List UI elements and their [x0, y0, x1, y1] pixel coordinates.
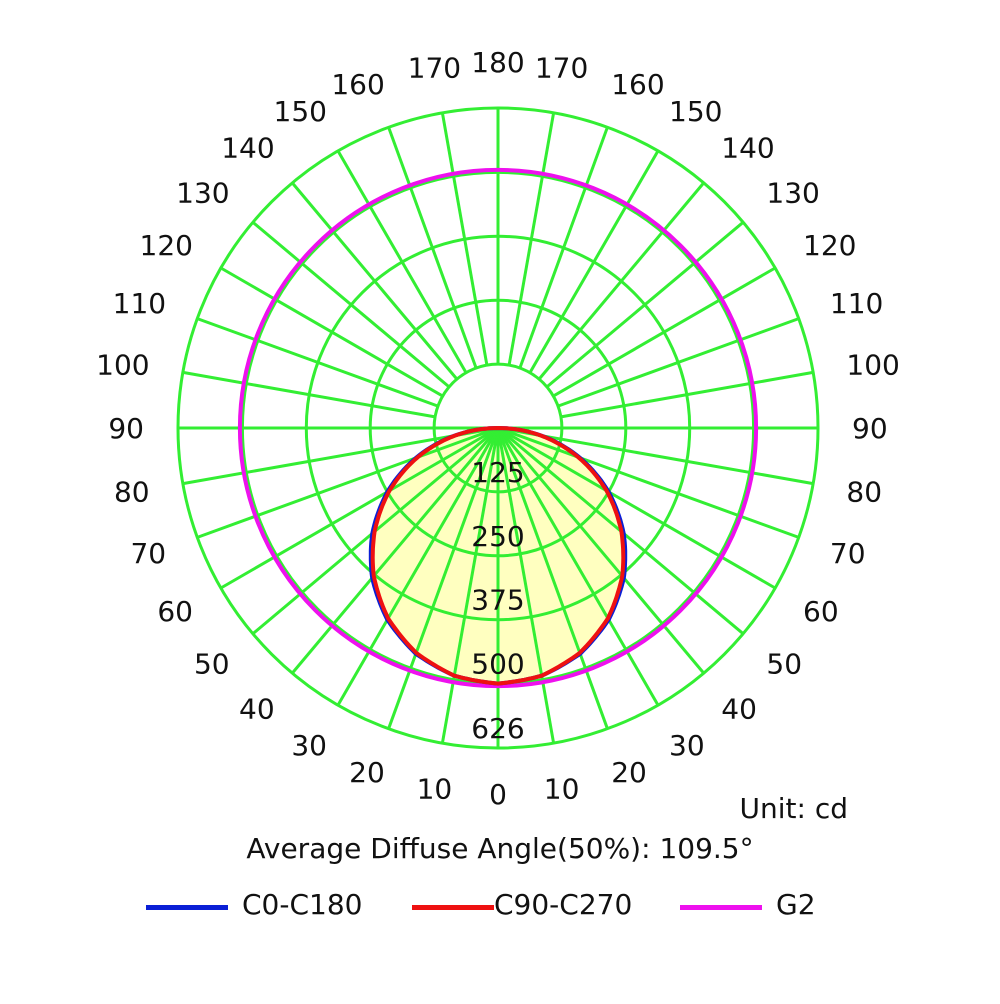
angle-label-right-90: 90 [852, 412, 888, 445]
grid-spoke-140-right [537, 181, 705, 381]
grid-spoke-60-right [497, 426, 776, 590]
grid-spoke-140-left [291, 181, 459, 381]
angle-label-bottom: 0 [489, 778, 507, 811]
grid-spoke-100-right [560, 370, 814, 419]
angle-label-left-150: 150 [274, 95, 327, 128]
angle-label-left-110: 110 [113, 287, 166, 320]
grid-spoke-100-left [182, 370, 436, 419]
grid-spoke-60-left [220, 426, 499, 590]
unit-label: Unit: cd [739, 792, 849, 825]
grid-spoke-120-right [552, 266, 776, 398]
radial-tick-label-626: 626 [471, 712, 524, 745]
grid-spoke-30-left [336, 427, 500, 706]
angle-label-left-40: 40 [239, 692, 275, 725]
grid-spoke-10-left [440, 427, 500, 744]
grid-spoke-70-left [196, 426, 499, 539]
angle-label-left-70: 70 [130, 537, 166, 570]
angle-label-left-130: 130 [176, 177, 229, 210]
grid-spoke-170-left [440, 112, 489, 366]
radial-tick-label-500: 500 [471, 648, 524, 681]
radial-tick-label-125: 125 [471, 456, 524, 489]
grid-spoke-160-left [387, 126, 478, 369]
angle-label-left-90: 90 [108, 412, 144, 445]
angle-label-left-60: 60 [157, 595, 193, 628]
angle-label-left-140: 140 [221, 132, 274, 165]
legend-label-c90-c270: C90-C270 [494, 888, 633, 921]
legend-label-c0-c180: C0-C180 [242, 888, 363, 921]
grid-spoke-40-left [291, 427, 500, 675]
legend: C0-C180 C90-C270 G2 [0, 886, 1000, 930]
angle-label-top: 180 [471, 46, 524, 79]
legend-swatch-c90-c270 [412, 905, 494, 910]
angle-label-right-150: 150 [669, 95, 722, 128]
angle-label-right-30: 30 [669, 729, 705, 762]
angle-label-right-170: 170 [535, 52, 588, 85]
grid-spoke-110-left [196, 317, 439, 408]
grid-spoke-150-left [336, 150, 468, 374]
angle-label-right-130: 130 [766, 177, 819, 210]
radial-tick-label-250: 250 [471, 520, 524, 553]
angle-label-right-160: 160 [611, 68, 664, 101]
angle-label-left-50: 50 [194, 647, 230, 680]
angle-label-right-10: 10 [544, 772, 580, 805]
grid-spoke-40-right [496, 427, 705, 675]
angle-label-left-80: 80 [114, 476, 150, 509]
diffuse-angle-label: Average Diffuse Angle(50%): 109.5° [246, 832, 754, 865]
legend-swatch-c0-c180 [146, 905, 228, 910]
grid-spoke-30-right [496, 427, 660, 706]
angle-label-left-20: 20 [349, 756, 385, 789]
angle-label-left-170: 170 [408, 52, 461, 85]
legend-label-g2: G2 [776, 888, 816, 921]
grid-spoke-130-right [545, 221, 745, 389]
grid-spoke-130-left [251, 221, 451, 389]
angle-label-right-20: 20 [611, 756, 647, 789]
angle-label-right-50: 50 [766, 647, 802, 680]
series-line-c90-c270 [370, 425, 626, 686]
angle-label-right-120: 120 [803, 229, 856, 262]
angle-label-left-160: 160 [331, 68, 384, 101]
grid-spoke-160-right [518, 126, 609, 369]
grid-spoke-110-right [557, 317, 800, 408]
grid-spoke-120-left [220, 266, 444, 398]
grid-spoke-20-right [496, 427, 609, 730]
grid-spoke-70-right [497, 426, 800, 539]
grid-spoke-150-right [528, 150, 660, 374]
angle-label-right-140: 140 [721, 132, 774, 165]
angle-label-right-110: 110 [830, 287, 883, 320]
angle-label-left-120: 120 [140, 229, 193, 262]
series-line-g2 [237, 167, 759, 689]
angle-label-right-60: 60 [803, 595, 839, 628]
radial-tick-label-375: 375 [471, 584, 524, 617]
grid-spoke-10-right [496, 427, 556, 744]
angle-label-left-30: 30 [291, 729, 327, 762]
legend-swatch-g2 [680, 905, 762, 910]
angle-label-left-10: 10 [417, 772, 453, 805]
grid-spoke-170-right [507, 112, 556, 366]
grid-spoke-20-left [387, 427, 500, 730]
angle-label-right-80: 80 [846, 476, 882, 509]
angle-label-right-70: 70 [830, 537, 866, 570]
angle-label-left-100: 100 [96, 348, 149, 381]
angle-label-right-100: 100 [846, 348, 899, 381]
angle-label-right-40: 40 [721, 692, 757, 725]
